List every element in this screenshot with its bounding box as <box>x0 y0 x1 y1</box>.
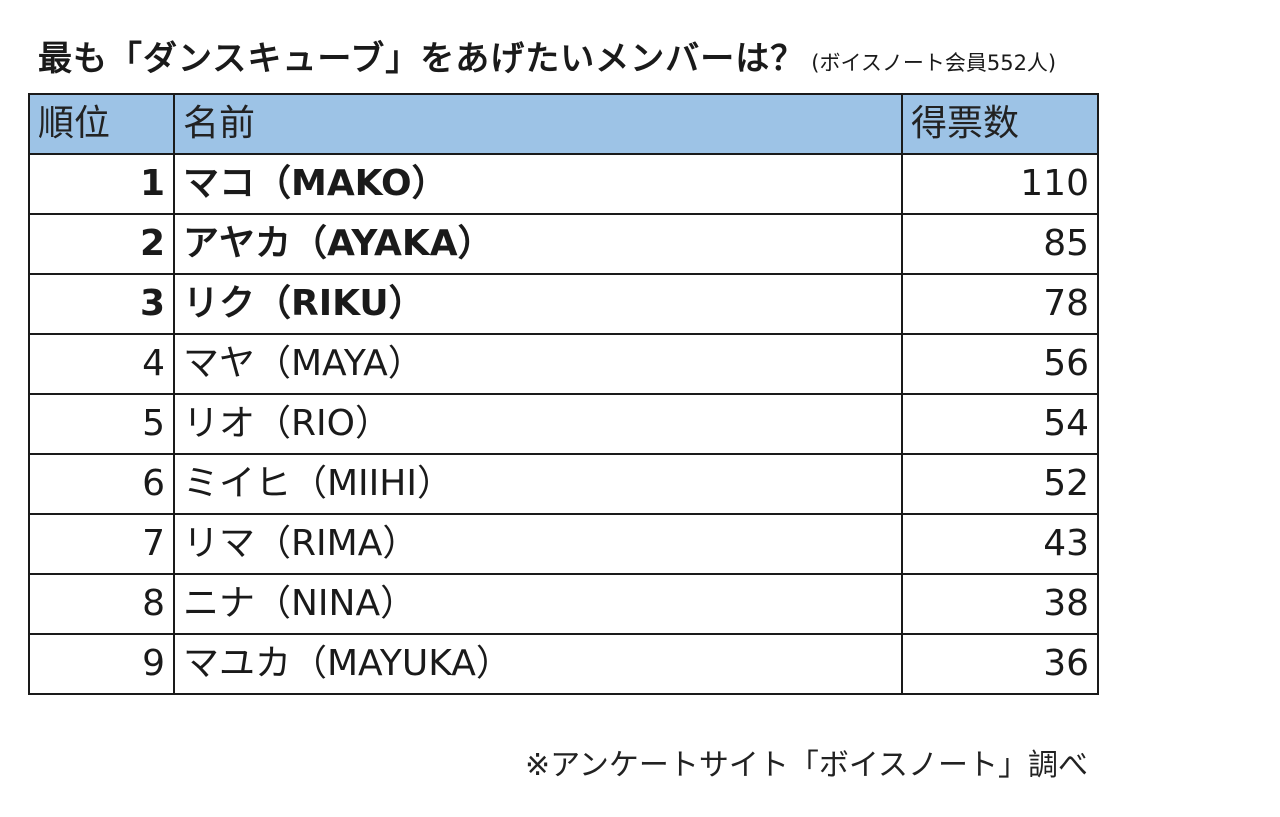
table-row: 1 マコ（MAKO） 110 <box>28 153 1099 215</box>
votes-cell: 38 <box>901 573 1099 635</box>
table-row: 9 マユカ（MAYUKA） 36 <box>28 633 1099 695</box>
name-cell: ミイヒ（MIIHI） <box>173 453 903 515</box>
table-row: 3 リク（RIKU） 78 <box>28 273 1099 335</box>
rank-cell: 3 <box>28 273 175 335</box>
name-cell: マユカ（MAYUKA） <box>173 633 903 695</box>
votes-cell: 54 <box>901 393 1099 455</box>
name-cell: リマ（RIMA） <box>173 513 903 575</box>
header-votes: 得票数 <box>901 93 1099 155</box>
ranking-table: 順位 名前 得票数 1 マコ（MAKO） 110 2 アヤカ（AYAKA） 85… <box>28 93 1099 695</box>
name-cell: リク（RIKU） <box>173 273 903 335</box>
name-cell: リオ（RIO） <box>173 393 903 455</box>
table-header-row: 順位 名前 得票数 <box>28 93 1099 155</box>
name-cell: ニナ（NINA） <box>173 573 903 635</box>
header-rank: 順位 <box>28 93 175 155</box>
rank-cell: 9 <box>28 633 175 695</box>
title-sample-size: (ボイスノート会員552人) <box>811 51 1057 75</box>
table-row: 7 リマ（RIMA） 43 <box>28 513 1099 575</box>
rank-cell: 4 <box>28 333 175 395</box>
title-main: 最も「ダンスキューブ」をあげたいメンバーは？ <box>38 39 806 79</box>
votes-cell: 43 <box>901 513 1099 575</box>
rank-cell: 7 <box>28 513 175 575</box>
rank-cell: 6 <box>28 453 175 515</box>
page-title: 最も「ダンスキューブ」をあげたいメンバーは？ (ボイスノート会員552人) <box>38 22 1268 76</box>
name-cell: マヤ（MAYA） <box>173 333 903 395</box>
votes-cell: 110 <box>901 153 1099 215</box>
rank-cell: 5 <box>28 393 175 455</box>
table-row: 2 アヤカ（AYAKA） 85 <box>28 213 1099 275</box>
rank-cell: 8 <box>28 573 175 635</box>
votes-cell: 56 <box>901 333 1099 395</box>
table-row: 6 ミイヒ（MIIHI） 52 <box>28 453 1099 515</box>
table-row: 5 リオ（RIO） 54 <box>28 393 1099 455</box>
table-row: 8 ニナ（NINA） 38 <box>28 573 1099 635</box>
votes-cell: 52 <box>901 453 1099 515</box>
table-row: 4 マヤ（MAYA） 56 <box>28 333 1099 395</box>
name-cell: アヤカ（AYAKA） <box>173 213 903 275</box>
header-name: 名前 <box>173 93 903 155</box>
source-note: ※アンケートサイト「ボイスノート」調べ <box>524 748 1088 783</box>
name-cell: マコ（MAKO） <box>173 153 903 215</box>
votes-cell: 85 <box>901 213 1099 275</box>
rank-cell: 1 <box>28 153 175 215</box>
votes-cell: 36 <box>901 633 1099 695</box>
votes-cell: 78 <box>901 273 1099 335</box>
rank-cell: 2 <box>28 213 175 275</box>
